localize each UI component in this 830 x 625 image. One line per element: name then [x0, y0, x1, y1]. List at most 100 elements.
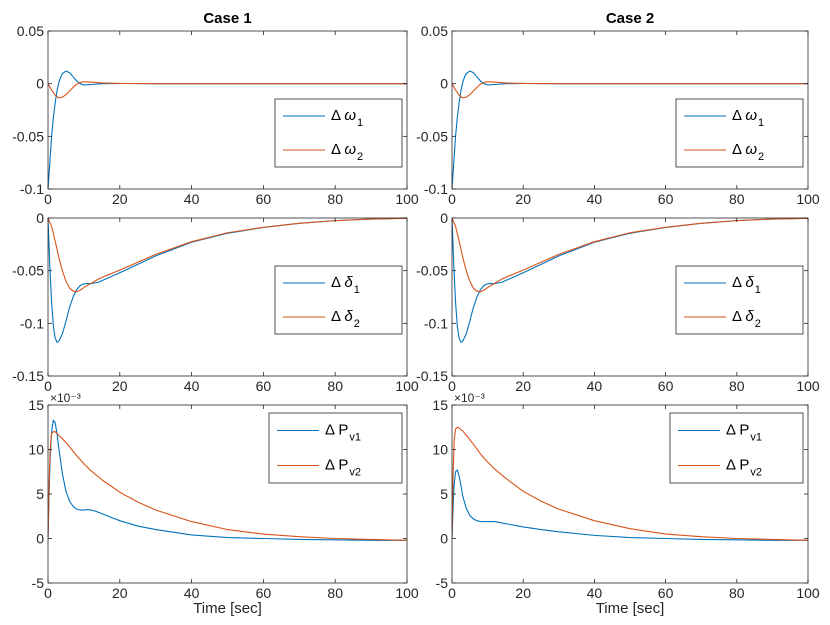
chart-1-legend-label-2: Δ ω2	[331, 141, 363, 163]
chart-6-xlabel: Time [sec]	[596, 600, 665, 617]
chart-1: 0 20 40 60 80 100 0.05 0 -0.05 -0.1 Case 1 Δ ω1 Δ ω2	[12, 10, 419, 207]
chart-5-ytick-label: 10	[28, 442, 44, 458]
chart-6-legend-label-1: Δ Pv1	[726, 422, 762, 444]
chart-4-series-2-line	[452, 217, 808, 293]
chart-2-axes-box	[451, 30, 809, 190]
chart-6-xtick-label: 100	[796, 585, 820, 601]
chart-3-ytick-label: 0	[36, 210, 44, 226]
chart-1-xtick-label: 0	[44, 191, 52, 207]
chart-3-ytick-label: -0.05	[12, 263, 44, 279]
chart-1-xtick-label: 40	[184, 191, 200, 207]
chart-2-legend-label-2: Δ ω2	[732, 141, 764, 163]
chart-5-xtick-label: 0	[44, 585, 52, 601]
chart-4-xtick-label: 0	[448, 378, 456, 394]
chart-2-ytick-label: -0.1	[424, 181, 448, 197]
chart-3-legend-label-1: Δ δ1	[331, 274, 360, 296]
chart-5-ytick-label: 0	[36, 531, 44, 547]
chart-6-series-2-line	[452, 426, 808, 541]
chart-2-ytick-label: 0.05	[421, 23, 448, 39]
chart-1-legend-box	[274, 98, 403, 168]
chart-1-xtick-label: 100	[395, 191, 419, 207]
chart-3-ytick-label: -0.1	[20, 315, 44, 331]
chart-1-legend-label-1: Δ ω1	[331, 107, 363, 129]
chart-1-series-group	[48, 70, 407, 190]
chart-5-legend: Δ Pv1 Δ Pv2	[268, 412, 403, 484]
chart-5-series-1-line	[48, 419, 407, 541]
chart-2-legend-label-1: Δ ω1	[732, 107, 764, 129]
chart-6-legend: Δ Pv1 Δ Pv2	[669, 412, 804, 484]
chart-5-xlabel: Time [sec]	[193, 600, 262, 617]
chart-5-series-2-line	[48, 431, 407, 541]
chart-3-xtick-label: 0	[44, 378, 52, 394]
chart-6-xtick-label: 20	[515, 585, 531, 601]
chart-6-ytick-label: 15	[432, 397, 448, 413]
chart-4-legend: Δ δ1 Δ δ2	[675, 265, 804, 335]
chart-3-legend: Δ δ1 Δ δ2	[274, 265, 403, 335]
chart-5-xtick-label: 100	[395, 585, 419, 601]
chart-4-xtick-label: 20	[515, 378, 531, 394]
chart-4-ytick-label: -0.15	[416, 368, 448, 384]
chart-1-xtick-label: 60	[256, 191, 272, 207]
chart-5-y-multiplier: ×10⁻³	[50, 391, 81, 405]
chart-6-y-multiplier: ×10⁻³	[454, 391, 485, 405]
chart-2-title: Case 2	[606, 10, 654, 27]
chart-1-ytick-label: -0.05	[12, 128, 44, 144]
chart-1-xtick-label: 80	[327, 191, 343, 207]
chart-6-xtick-label: 60	[658, 585, 674, 601]
chart-3-axes-box	[47, 217, 408, 377]
chart-4-legend-label-2: Δ δ2	[732, 308, 761, 330]
chart-2-xtick-label: 60	[658, 191, 674, 207]
chart-4-ytick-label: -0.1	[424, 315, 448, 331]
chart-3-xtick-label: 40	[184, 378, 200, 394]
chart-4-xtick-label: 100	[796, 378, 820, 394]
chart-3-xtick-label: 100	[395, 378, 419, 394]
chart-2-legend: Δ ω1 Δ ω2	[675, 98, 804, 168]
chart-1-title: Case 1	[203, 10, 251, 27]
chart-2-xtick-label: 80	[729, 191, 745, 207]
chart-5-ytick-label: 5	[36, 486, 44, 502]
chart-3-legend-box	[274, 265, 403, 335]
chart-2-series-2-line	[452, 81, 808, 99]
chart-6-ytick-label: 5	[440, 486, 448, 502]
chart-6-xtick-label: 40	[587, 585, 603, 601]
chart-5-xtick-label: 40	[184, 585, 200, 601]
chart-4-legend-label-1: Δ δ1	[732, 274, 761, 296]
chart-2-xtick-label: 20	[515, 191, 531, 207]
chart-6-ytick-label: 10	[432, 442, 448, 458]
chart-3-series-2-line	[48, 217, 407, 293]
chart-5-legend-label-2: Δ Pv2	[325, 457, 361, 479]
chart-5-xtick-label: 20	[112, 585, 128, 601]
chart-1-ytick-label: 0	[36, 76, 44, 92]
chart-6-series-1-line	[452, 469, 808, 541]
chart-3-xtick-label: 20	[112, 378, 128, 394]
chart-3-legend-label-2: Δ δ2	[331, 308, 360, 330]
chart-6-series-group	[452, 426, 808, 541]
chart-6-xtick-label: 0	[448, 585, 456, 601]
chart-4-xtick-label: 40	[587, 378, 603, 394]
chart-6-ytick-label: -5	[436, 575, 449, 591]
chart-5-xtick-label: 60	[256, 585, 272, 601]
chart-3-xtick-label: 80	[327, 378, 343, 394]
chart-4-series-group	[452, 217, 808, 343]
chart-2-xtick-label: 100	[796, 191, 820, 207]
chart-5-series-group	[48, 419, 407, 541]
chart-1-xtick-label: 20	[112, 191, 128, 207]
chart-6-xtick-label: 80	[729, 585, 745, 601]
chart-5-ytick-label: -5	[32, 575, 45, 591]
chart-6-legend-label-2: Δ Pv2	[726, 457, 762, 479]
chart-2-legend-box	[675, 98, 804, 168]
chart-4-xtick-label: 80	[729, 378, 745, 394]
chart-3-xtick-label: 60	[256, 378, 272, 394]
chart-6-legend-box	[669, 412, 804, 484]
chart-5-ytick-label: 15	[28, 397, 44, 413]
chart-2-ytick-label: -0.05	[416, 128, 448, 144]
chart-4-axes-box	[451, 217, 809, 377]
chart-1-ytick-label: -0.1	[20, 181, 44, 197]
chart-1-legend: Δ ω1 Δ ω2	[274, 98, 403, 168]
chart-4-xtick-label: 60	[658, 378, 674, 394]
chart-4: 0 20 40 60 80 100 0 -0.05 -0.1 -0.15 Δ δ1 Δ δ2	[416, 210, 820, 394]
chart-1-ytick-label: 0.05	[17, 23, 44, 39]
